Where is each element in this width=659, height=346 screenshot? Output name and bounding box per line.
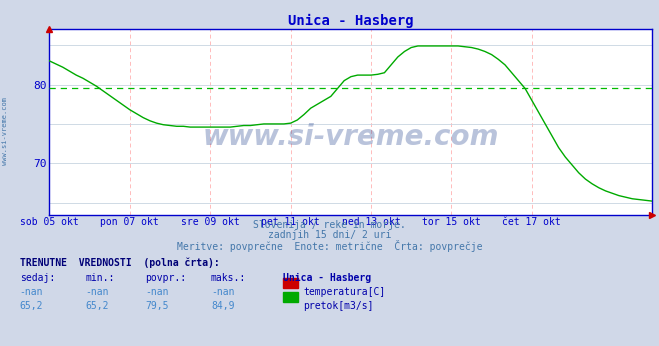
Text: www.si-vreme.com: www.si-vreme.com (203, 123, 499, 151)
Text: Unica - Hasberg: Unica - Hasberg (283, 273, 372, 283)
Text: Slovenija / reke in morje.: Slovenija / reke in morje. (253, 220, 406, 230)
Text: pretok[m3/s]: pretok[m3/s] (303, 301, 374, 311)
Text: -nan: -nan (145, 287, 169, 297)
Text: 65,2: 65,2 (86, 301, 109, 311)
Text: min.:: min.: (86, 273, 115, 283)
Title: Unica - Hasberg: Unica - Hasberg (288, 14, 414, 28)
Text: -nan: -nan (211, 287, 235, 297)
Text: 65,2: 65,2 (20, 301, 43, 311)
Text: www.si-vreme.com: www.si-vreme.com (2, 98, 9, 165)
Text: Meritve: povprečne  Enote: metrične  Črta: povprečje: Meritve: povprečne Enote: metrične Črta:… (177, 240, 482, 253)
Text: 79,5: 79,5 (145, 301, 169, 311)
Text: 84,9: 84,9 (211, 301, 235, 311)
Text: temperatura[C]: temperatura[C] (303, 287, 386, 297)
Text: -nan: -nan (86, 287, 109, 297)
Text: maks.:: maks.: (211, 273, 246, 283)
Text: zadnjih 15 dni/ 2 uri: zadnjih 15 dni/ 2 uri (268, 230, 391, 240)
Text: -nan: -nan (20, 287, 43, 297)
Text: TRENUTNE  VREDNOSTI  (polna črta):: TRENUTNE VREDNOSTI (polna črta): (20, 258, 219, 268)
Text: povpr.:: povpr.: (145, 273, 186, 283)
Text: sedaj:: sedaj: (20, 273, 55, 283)
